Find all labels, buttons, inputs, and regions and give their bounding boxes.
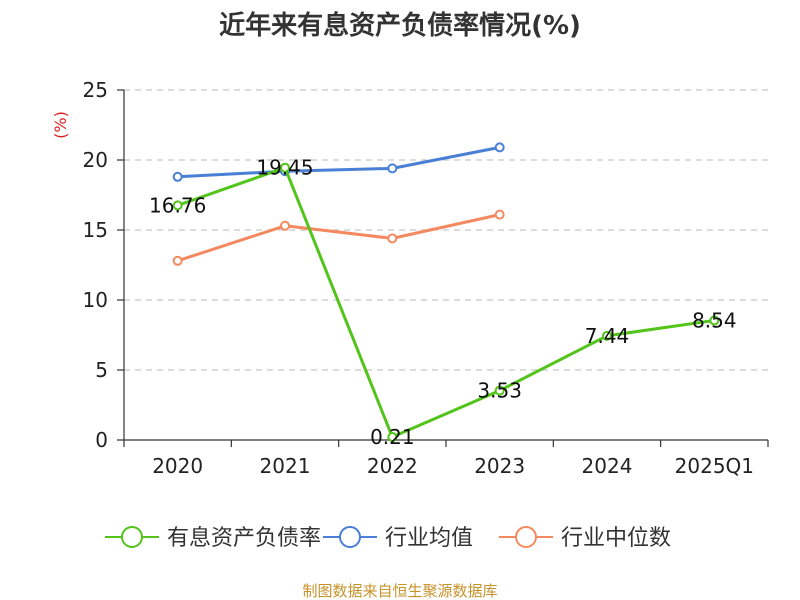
point-0-2021 [280,162,290,173]
legend-item-1: 行业均值 [323,526,473,551]
y-tick-label-20: 20 [83,148,108,172]
x-tick-label-2020: 2020 [152,454,203,478]
point-0-2024 [602,330,612,341]
series-layer [172,142,720,443]
series-line-1 [177,145,500,179]
data-label-2023: 3.53 [477,379,522,403]
y-tick-label-25: 25 [83,78,108,102]
legend-marker-0 [121,526,143,548]
point-1-2023 [494,142,505,153]
series-1 [172,142,505,182]
point-1-2022 [387,163,398,174]
source-note: 制图数据来自恒生聚源数据库 [302,582,497,600]
point-0-2023 [494,385,505,396]
legend-label-0: 有息资产负债率 [167,526,321,551]
series-line-0 [177,166,715,439]
data-label-2021: 19.45 [256,156,313,180]
point-0-2020 [172,200,183,211]
gridlines [124,89,768,371]
x-tick-label-2022: 2022 [367,454,418,478]
y-tick-label-5: 5 [95,358,108,382]
x-tick-label-2024: 2024 [582,454,633,478]
point-0-2025Q1 [709,315,720,326]
legend-label-2: 行业中位数 [561,526,671,551]
y-tick-label-15: 15 [83,218,108,242]
point-2-2023 [494,209,505,220]
data-label-2020: 16.76 [149,193,206,217]
data-label-2025Q1: 8.54 [692,308,737,332]
point-2-2020 [172,255,183,266]
x-tick-label-2025Q1: 2025Q1 [675,454,754,478]
y-axis-unit: (%) [51,111,70,139]
x-tick-label-2021: 2021 [260,454,311,478]
chart-title: 近年来有息资产负债率情况(%) [219,10,581,41]
point-1-2020 [172,171,183,182]
point-0-2022 [387,432,398,443]
legend: 有息资产负债率 行业均值 行业中位数 [105,526,671,551]
series-0 [172,162,720,443]
y-tick-label-0: 0 [95,428,108,452]
y-tick-label-10: 10 [83,288,108,312]
series-2 [172,209,505,266]
legend-item-0: 有息资产负债率 [105,526,321,551]
data-labels: 16.76 19.45 0.21 3.53 7.44 8.54 [149,156,737,449]
data-label-2024: 7.44 [585,324,630,348]
legend-label-1: 行业均值 [385,526,473,551]
legend-item-2: 行业中位数 [499,526,671,551]
series-line-2 [177,213,500,263]
point-2-2021 [280,220,290,231]
legend-marker-1 [339,526,361,548]
axes: 0 5 10 15 20 25 2020 2021 2022 2023 2024 2025Q1 [83,78,769,478]
x-tick-label-2023: 2023 [474,454,525,478]
legend-marker-2 [515,526,537,548]
point-2-2022 [387,233,398,244]
data-label-2022: 0.21 [370,425,415,449]
